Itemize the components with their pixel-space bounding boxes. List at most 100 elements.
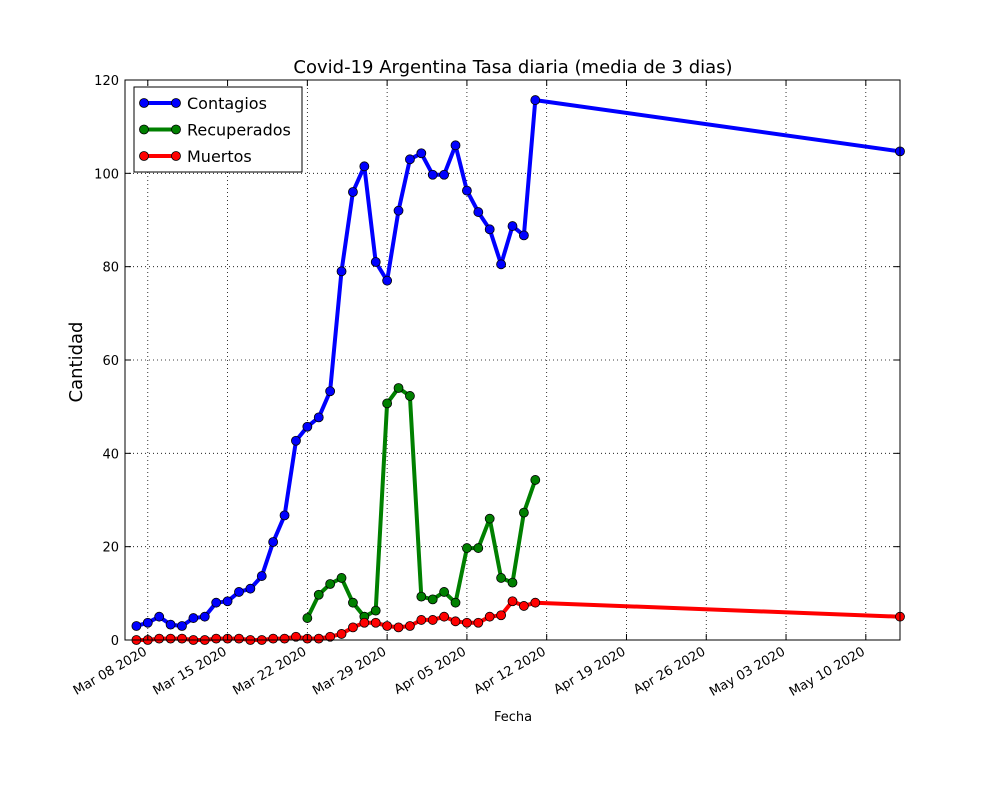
data-point [518,601,529,611]
data-point [325,386,336,397]
data-point [256,571,267,581]
x-tick-label: Apr 26 2020 [631,644,708,697]
data-point [530,475,541,485]
data-point [370,257,381,267]
series-line [136,599,901,642]
data-point [507,596,518,607]
data-point [313,633,324,644]
data-point [177,621,187,631]
legend-marker [171,124,181,135]
data-point [416,591,427,602]
data-point [462,543,472,553]
legend-marker [171,151,181,161]
data-point [325,631,336,642]
data-point [473,543,484,553]
data-point [462,185,472,196]
data-point [450,140,461,151]
data-point [336,629,347,639]
data-point [450,597,461,608]
data-point [518,230,529,241]
data-point [313,589,324,600]
data-point [279,510,290,521]
x-tick-label: Apr 19 2020 [551,644,628,697]
data-point [245,583,256,594]
data-point [336,573,347,583]
y-axis-label: Cantidad [66,322,87,403]
data-point [405,391,415,401]
x-tick-label: Mar 15 2020 [151,644,230,698]
data-point [234,633,244,644]
data-point [222,596,233,607]
data-point [484,224,495,235]
legend-label: Contagios [187,94,267,113]
data-point [382,398,393,409]
data-point [348,597,358,608]
data-point [279,633,290,644]
data-point [268,633,279,644]
x-tick-label: Apr 05 2020 [392,644,469,697]
x-tick-label: Mar 22 2020 [230,644,309,698]
data-point [427,615,438,625]
data-point [348,187,358,197]
data-point [518,507,529,518]
data-point [439,169,450,180]
series-contagios [131,95,905,631]
data-point [416,148,427,159]
y-tick-label: 40 [102,447,119,462]
grid-lines [125,79,900,641]
data-point [291,435,301,446]
data-point [427,594,438,605]
chart-title: Covid-19 Argentina Tasa diaria (media de… [293,57,732,78]
data-point [450,616,461,627]
data-point [484,611,495,622]
data-point [165,633,176,644]
data-point [416,615,427,625]
data-point [496,610,507,621]
data-point [268,537,279,547]
data-point [530,597,541,608]
legend-marker [139,151,149,161]
data-point [188,613,199,623]
data-point [405,154,415,165]
data-point [142,617,153,628]
data-point [382,275,393,286]
data-point [211,633,222,644]
x-tick-label: May 10 2020 [787,644,868,699]
data-point [177,633,187,644]
data-point [199,611,210,622]
y-tick-label: 0 [111,634,119,649]
data-point [359,161,370,172]
legend-marker [139,98,149,108]
data-point [211,597,222,608]
legend-marker [139,124,149,135]
x-tick-label: Mar 08 2020 [71,644,150,698]
data-point [507,221,518,231]
data-point [439,611,450,622]
data-point [382,621,393,631]
data-point [393,383,404,393]
series-muertos [131,596,905,645]
x-tick-label: Apr 12 2020 [472,644,549,697]
data-point [496,259,507,270]
data-point [325,579,336,589]
data-point [336,266,347,277]
data-point [496,573,507,583]
data-point [393,622,404,633]
data-point [473,207,484,217]
y-tick-label: 120 [94,74,119,89]
data-point [405,621,415,631]
data-point [234,587,244,597]
legend: Contagios Recuperados Muertos [133,86,303,173]
data-point [302,421,313,432]
x-tick-label: Mar 29 2020 [310,644,389,698]
data-point [302,613,313,623]
data-point [370,605,381,616]
data-point [291,631,301,642]
x-axis-label: Fecha [494,710,532,725]
x-tick-label: May 03 2020 [707,644,788,699]
legend-label: Recuperados [187,121,291,140]
series-line [305,386,538,619]
y-tick-label: 80 [102,261,119,276]
data-point [473,617,484,628]
